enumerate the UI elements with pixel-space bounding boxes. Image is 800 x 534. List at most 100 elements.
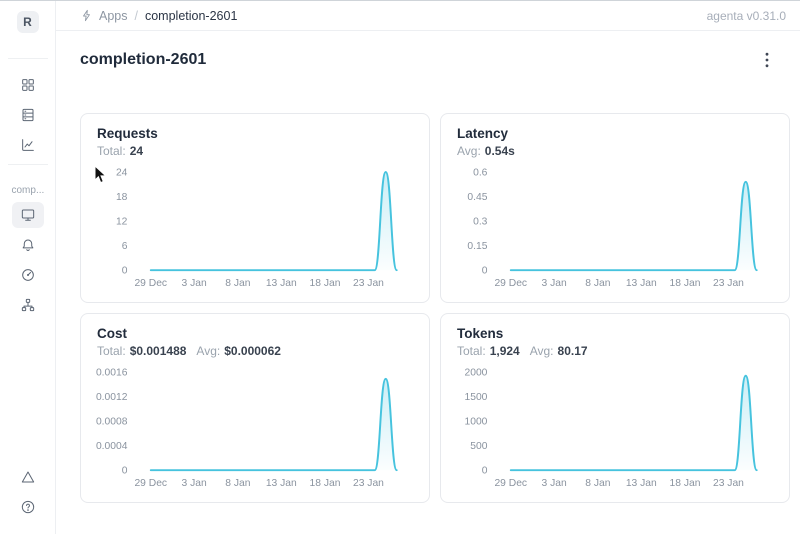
svg-text:6: 6 <box>122 241 128 252</box>
svg-text:23 Jan: 23 Jan <box>713 478 744 489</box>
stat-label: Total: <box>97 344 126 358</box>
monitor-icon <box>21 209 34 221</box>
page-actions-menu-button[interactable] <box>756 49 778 71</box>
svg-text:23 Jan: 23 Jan <box>353 278 384 289</box>
stat-value: 0.54s <box>484 144 515 158</box>
chart-title: Latency <box>457 126 509 141</box>
line-chart-icon <box>21 139 34 151</box>
page-content: completion-2601 Requests Total: 24 0 6 12 18… <box>56 31 800 534</box>
sidebar-item-analytics[interactable] <box>12 132 44 158</box>
svg-text:8 Jan: 8 Jan <box>225 278 250 289</box>
sidebar-item-dashboard[interactable] <box>12 262 44 288</box>
svg-text:0.15: 0.15 <box>467 241 487 252</box>
sidebar-divider <box>7 58 48 59</box>
bell-icon <box>22 239 33 252</box>
svg-text:23 Jan: 23 Jan <box>353 478 384 489</box>
svg-text:29 Dec: 29 Dec <box>134 478 167 489</box>
svg-text:1500: 1500 <box>465 392 488 403</box>
stat-value: 1,924 <box>489 344 520 358</box>
chart-canvas: 0 0.0004 0.0008 0.0012 0.0016 29 Dec 3 Jan 8 Ja… <box>96 367 398 489</box>
svg-text:18 Jan: 18 Jan <box>670 478 701 489</box>
svg-text:8 Jan: 8 Jan <box>225 478 250 489</box>
sidebar-section-label: comp... <box>11 185 45 196</box>
app-version-label: agenta v0.31.0 <box>706 8 786 23</box>
svg-text:23 Jan: 23 Jan <box>713 278 744 289</box>
svg-text:0.45: 0.45 <box>467 192 487 203</box>
stat-value: $0.001488 <box>129 344 187 358</box>
svg-text:3 Jan: 3 Jan <box>542 278 567 289</box>
chart-stats: Total: 1,924 Avg: 80.17 <box>457 344 773 358</box>
svg-text:8 Jan: 8 Jan <box>585 478 610 489</box>
svg-text:13 Jan: 13 Jan <box>266 278 297 289</box>
svg-text:0.6: 0.6 <box>473 167 488 178</box>
svg-text:0: 0 <box>122 266 128 277</box>
sidebar-item-overview[interactable] <box>11 202 44 228</box>
question-circle-icon <box>21 500 34 514</box>
svg-text:0.0008: 0.0008 <box>96 417 128 428</box>
svg-text:18 Jan: 18 Jan <box>310 278 341 289</box>
chart-stats: Avg: 0.54s <box>457 144 773 158</box>
svg-text:0: 0 <box>482 266 488 277</box>
svg-text:29 Dec: 29 Dec <box>494 278 527 289</box>
database-icon <box>22 108 33 122</box>
appstore-icon <box>21 79 34 91</box>
svg-text:3 Jan: 3 Jan <box>182 478 207 489</box>
tree-icon <box>21 298 34 312</box>
svg-text:18 Jan: 18 Jan <box>670 278 701 289</box>
svg-text:13 Jan: 13 Jan <box>626 278 657 289</box>
svg-text:0: 0 <box>122 466 128 477</box>
stat-value: 24 <box>129 144 144 158</box>
svg-text:1000: 1000 <box>465 417 488 428</box>
svg-text:0.3: 0.3 <box>473 217 488 228</box>
svg-text:3 Jan: 3 Jan <box>542 478 567 489</box>
workspace-avatar[interactable]: R <box>16 11 39 33</box>
gauge-icon <box>21 269 34 281</box>
sidebar-item-notifications[interactable] <box>12 232 44 258</box>
breadcrumb-root-label: Apps <box>99 8 128 23</box>
sidebar-divider <box>7 164 48 165</box>
metric-card-cost: Cost Total: $0.001488 Avg: $0.000062 0 0.000… <box>80 313 430 503</box>
stat-value: 80.17 <box>557 344 588 358</box>
chart-stats: Total: $0.001488 Avg: $0.000062 <box>97 344 413 358</box>
sidebar-item-alerts[interactable] <box>12 464 44 490</box>
thunderbolt-icon <box>83 9 90 22</box>
stat-label: Total: <box>97 144 126 158</box>
stat-label: Total: <box>457 344 486 358</box>
breadcrumb-apps-link[interactable]: Apps <box>80 9 128 23</box>
svg-text:0: 0 <box>482 466 488 477</box>
stat-label: Avg: <box>196 344 221 358</box>
sidebar-item-apps[interactable] <box>12 72 44 98</box>
svg-text:18 Jan: 18 Jan <box>310 478 341 489</box>
breadcrumb: Apps / completion-2601 <box>80 9 237 23</box>
triangle-icon <box>21 471 34 483</box>
svg-text:3 Jan: 3 Jan <box>182 278 207 289</box>
kebab-menu-icon <box>765 52 769 68</box>
chart-title: Tokens <box>457 326 504 341</box>
metric-card-latency: Latency Avg: 0.54s 0 0.15 0.3 0.45 0.6 29 Dec 3… <box>440 113 790 303</box>
svg-text:29 Dec: 29 Dec <box>494 478 527 489</box>
svg-text:0.0004: 0.0004 <box>96 441 128 452</box>
stat-label: Avg: <box>457 144 481 158</box>
chart-title: Requests <box>97 126 158 141</box>
metric-card-requests: Requests Total: 24 0 6 12 18 24 29 Dec 3 Jan 8 J… <box>80 113 430 303</box>
metric-card-tokens: Tokens Total: 1,924 Avg: 80.17 0 500 1000 1500… <box>440 313 790 503</box>
stat-label: Avg: <box>529 344 554 358</box>
svg-text:0.0012: 0.0012 <box>96 392 128 403</box>
sidebar-item-help[interactable] <box>12 494 44 520</box>
svg-text:13 Jan: 13 Jan <box>626 478 657 489</box>
breadcrumb-current: completion-2601 <box>144 8 238 23</box>
svg-text:500: 500 <box>470 441 487 452</box>
chart-canvas: 0 500 1000 1500 2000 29 Dec 3 Jan 8 Jan 13 Jan 18… <box>465 367 758 489</box>
sidebar-item-registry[interactable] <box>12 102 44 128</box>
page-title: completion-2601 <box>80 51 207 68</box>
svg-text:12: 12 <box>116 217 128 228</box>
svg-text:8 Jan: 8 Jan <box>585 278 610 289</box>
svg-text:24: 24 <box>116 167 128 178</box>
stat-value: $0.000062 <box>224 344 281 358</box>
sidebar-item-workflows[interactable] <box>12 292 44 318</box>
chart-canvas: 0 0.15 0.3 0.45 0.6 29 Dec 3 Jan 8 Jan 13 Jan 18 … <box>467 167 758 289</box>
breadcrumb-separator: / <box>134 8 138 23</box>
charts-grid: Requests Total: 24 0 6 12 18 24 29 Dec 3 Jan 8 J… <box>80 113 790 503</box>
chart-canvas: 0 6 12 18 24 29 Dec 3 Jan 8 Jan 13 Jan 18 Jan 23 J… <box>116 167 398 289</box>
svg-text:29 Dec: 29 Dec <box>134 278 167 289</box>
